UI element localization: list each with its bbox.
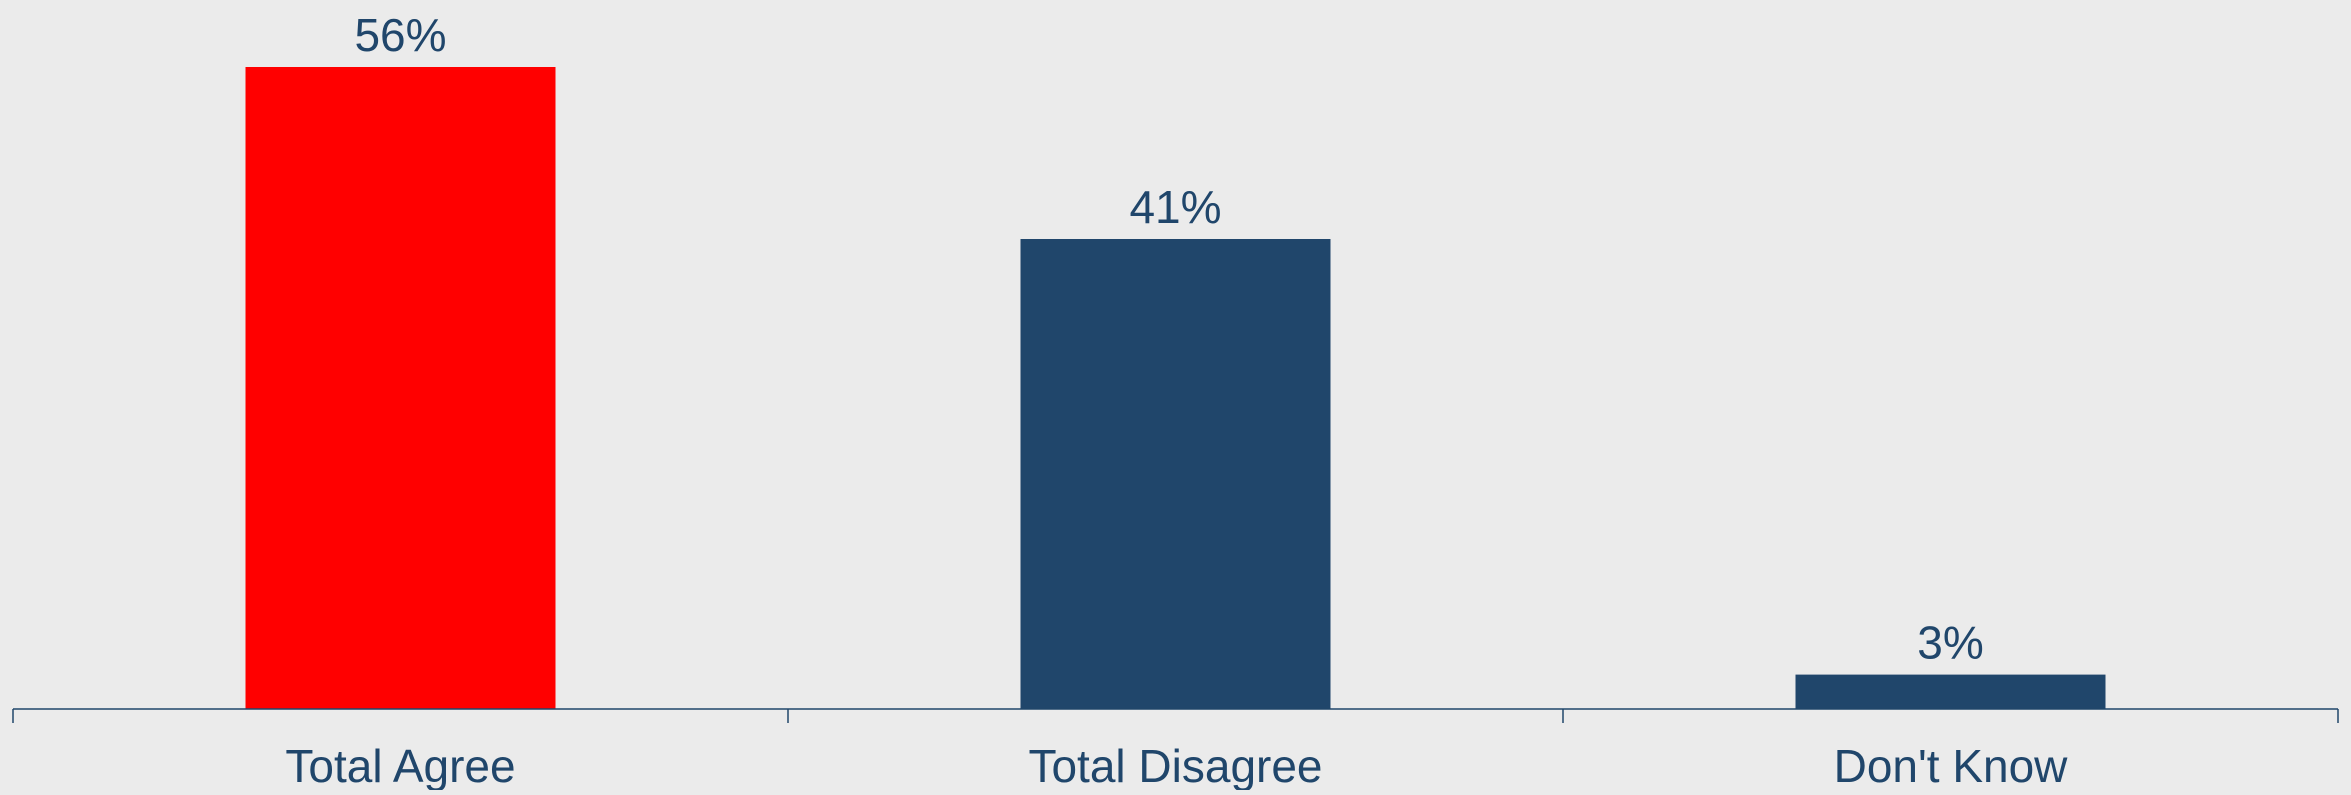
data-label-total-agree: 56% xyxy=(354,9,446,61)
data-label-total-disagree: 41% xyxy=(1129,181,1221,233)
tick-label-don-t-know: Don't Know xyxy=(1834,740,2069,790)
x-axis xyxy=(12,708,2339,723)
bars-layer xyxy=(245,67,2106,709)
labels-layer: 56% Total Agree 41% Total Disagree 3% Don't K… xyxy=(285,9,2069,792)
bar-total-disagree xyxy=(1020,239,1331,709)
bar-don-t-know xyxy=(1795,674,2106,709)
tick-label-total-disagree: Total Disagree xyxy=(1028,740,1322,790)
bar-total-agree xyxy=(245,67,556,709)
tick-label-total-agree: Total Agree xyxy=(285,740,515,790)
data-label-don-t-know: 3% xyxy=(1917,617,1983,669)
